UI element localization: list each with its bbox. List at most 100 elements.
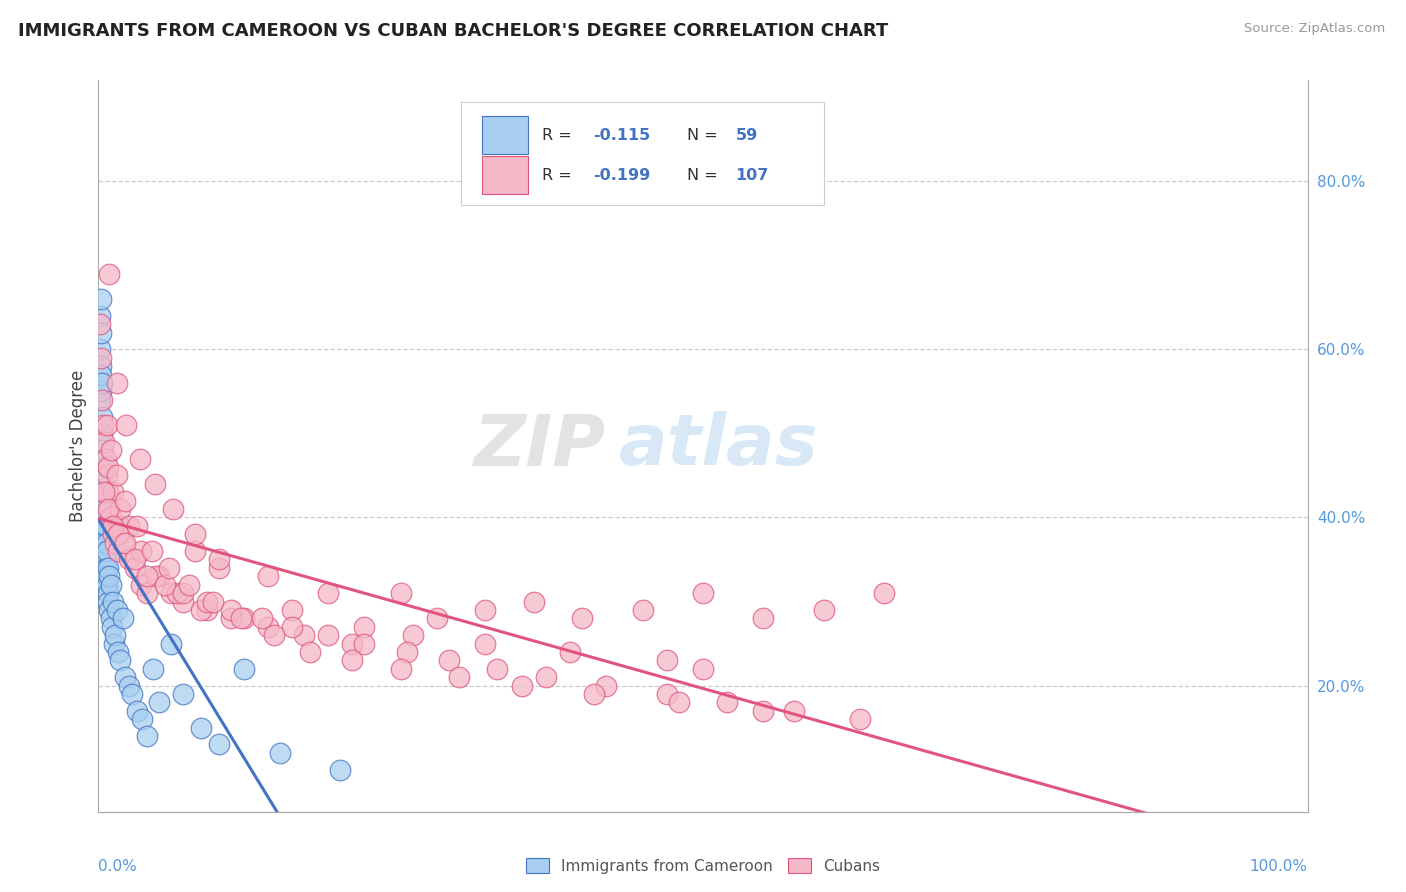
Point (716, 695, 738, 709)
Point (342, 653, 364, 667)
Point (474, 603, 496, 617)
Point (316, 628, 339, 642)
Point (101, 527, 124, 541)
Point (148, 569, 170, 583)
Point (195, 603, 218, 617)
Point (437, 653, 460, 667)
Point (128, 451, 150, 466)
Point (129, 578, 152, 592)
Point (94, 519, 117, 533)
Point (208, 738, 231, 752)
Point (402, 628, 425, 642)
Point (655, 653, 678, 667)
Point (118, 519, 141, 533)
Point (89, 317, 111, 331)
Point (91, 510, 114, 524)
Point (101, 485, 124, 500)
Point (172, 594, 194, 608)
Point (90, 326, 112, 340)
Point (221, 611, 243, 625)
Point (160, 586, 183, 600)
Point (631, 603, 654, 617)
Point (94, 552, 117, 566)
Point (135, 586, 157, 600)
Point (94, 561, 117, 575)
Text: 100.0%: 100.0% (1250, 859, 1308, 874)
Point (124, 561, 146, 575)
Point (90, 384, 112, 399)
Point (232, 611, 254, 625)
Bar (482, 116, 527, 154)
Point (166, 586, 188, 600)
Point (101, 594, 124, 608)
Point (142, 662, 165, 676)
Point (98, 267, 121, 281)
Point (184, 527, 207, 541)
Point (108, 519, 131, 533)
Point (813, 603, 835, 617)
Point (93, 535, 115, 549)
Point (190, 603, 212, 617)
Point (96, 578, 118, 592)
Point (571, 611, 593, 625)
Point (127, 704, 149, 718)
Point (299, 645, 322, 659)
Point (94, 569, 117, 583)
Point (98, 569, 121, 583)
Point (100, 578, 122, 592)
Point (108, 502, 131, 516)
Point (195, 594, 218, 608)
Point (124, 552, 146, 566)
Point (114, 535, 136, 549)
Point (873, 586, 896, 600)
Point (668, 695, 690, 709)
Point (101, 519, 124, 533)
Text: IMMIGRANTS FROM CAMEROON VS CUBAN BACHELOR'S DEGREE CORRELATION CHART: IMMIGRANTS FROM CAMEROON VS CUBAN BACHEL… (18, 22, 889, 40)
Point (389, 586, 412, 600)
Point (91, 417, 114, 432)
Point (97, 502, 120, 516)
Point (96, 544, 118, 558)
Point (97, 561, 120, 575)
Point (90, 368, 112, 382)
Point (91, 426, 114, 441)
Point (91, 460, 114, 475)
Point (353, 636, 375, 650)
Point (107, 645, 129, 659)
Point (202, 594, 225, 608)
Point (107, 527, 129, 541)
Point (115, 417, 138, 432)
Point (105, 603, 128, 617)
Point (98, 603, 121, 617)
Text: 0.0%: 0.0% (98, 859, 138, 874)
Point (655, 687, 678, 701)
Point (135, 729, 157, 743)
Point (118, 679, 141, 693)
Point (208, 561, 231, 575)
Point (104, 628, 127, 642)
Point (692, 586, 714, 600)
Point (93, 527, 115, 541)
FancyBboxPatch shape (461, 103, 824, 204)
Point (108, 653, 131, 667)
Point (595, 679, 617, 693)
Point (281, 620, 304, 634)
Point (93, 485, 115, 500)
Point (96, 535, 118, 549)
Point (849, 712, 872, 726)
Point (91, 409, 114, 424)
Y-axis label: Bachelor's Degree: Bachelor's Degree (69, 370, 87, 522)
Point (190, 721, 212, 735)
Point (105, 376, 128, 390)
Point (96, 417, 118, 432)
Point (100, 510, 122, 524)
Point (145, 569, 167, 583)
Point (292, 628, 315, 642)
Text: R =: R = (543, 128, 576, 143)
Point (93, 502, 115, 516)
Point (426, 611, 449, 625)
Point (172, 586, 194, 600)
Point (172, 687, 194, 701)
Point (89, 309, 111, 323)
Point (534, 670, 557, 684)
